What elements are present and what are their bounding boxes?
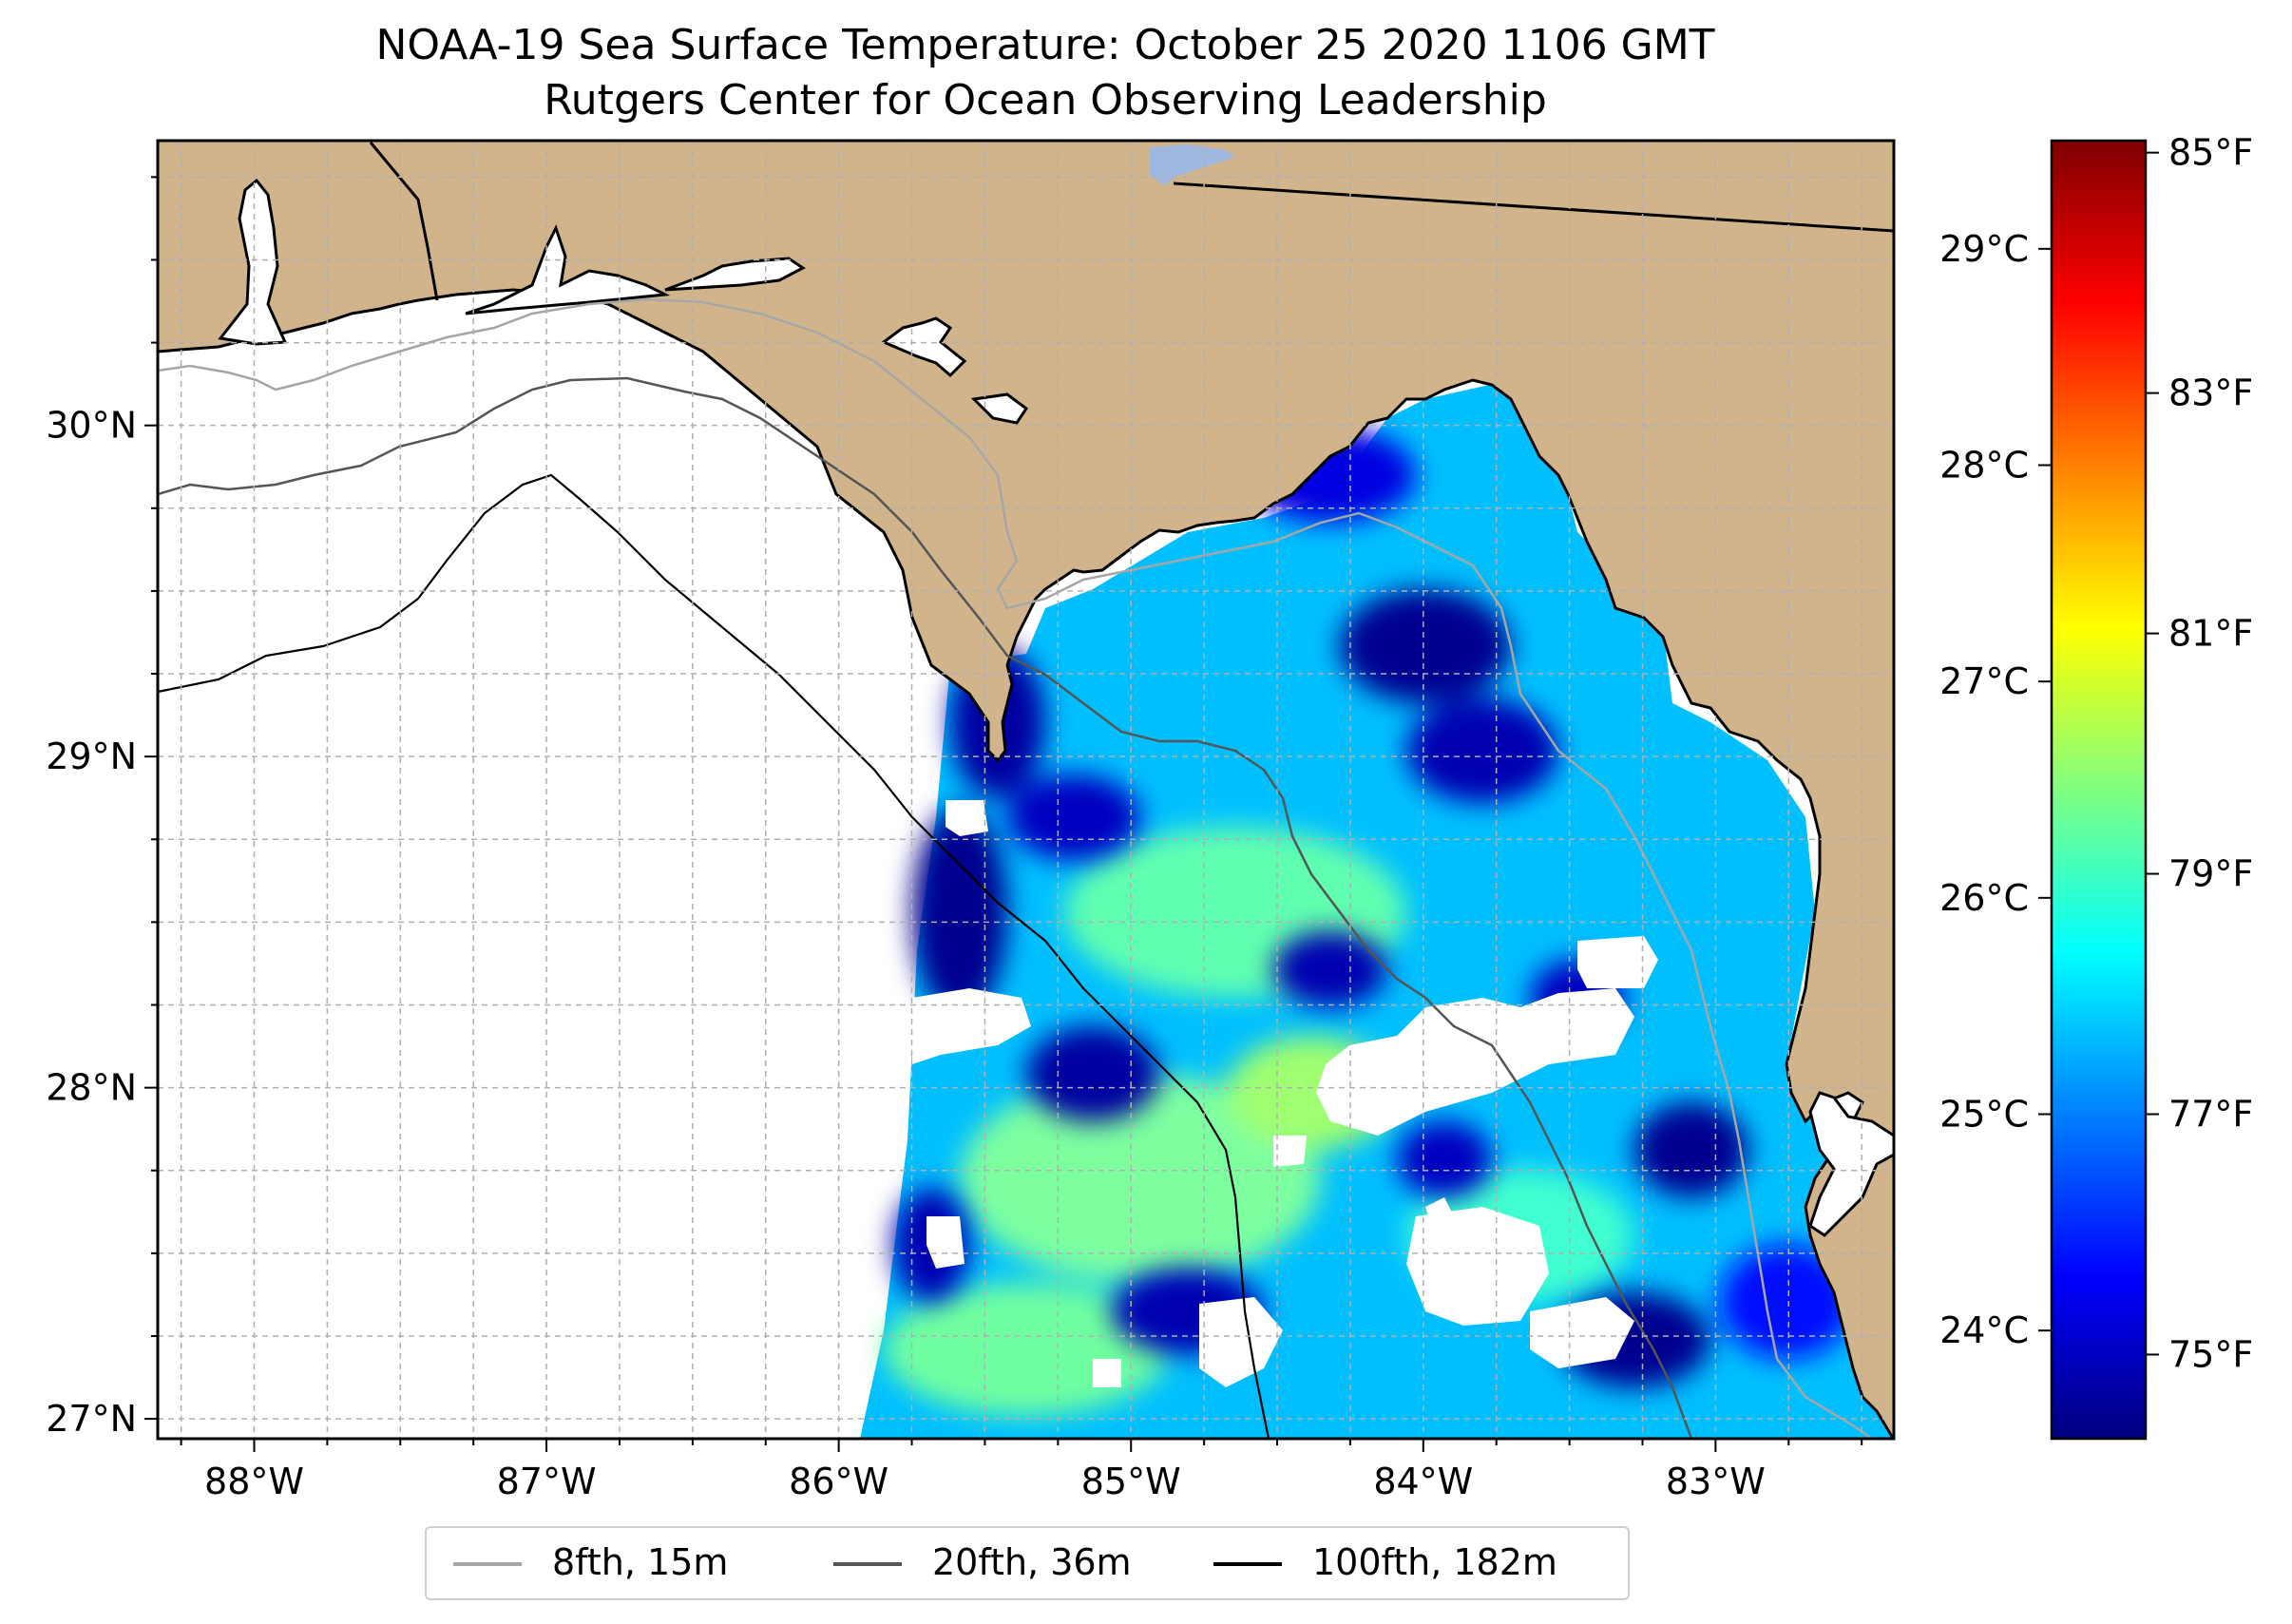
lat-tick-label: 29°N — [46, 736, 137, 777]
isobath-20fth — [158, 376, 1693, 1439]
title-line-2: Rutgers Center for Ocean Observing Leade… — [544, 76, 1547, 124]
lat-tick-label: 27°N — [46, 1398, 137, 1440]
cloud-gap — [945, 800, 988, 836]
legend-line-20fth — [833, 1562, 902, 1566]
colorbar-body — [2050, 139, 2148, 1441]
colorbar-c-label: 27°C — [1939, 660, 2029, 702]
bay-pensacola — [465, 224, 671, 315]
sst-cold-patch — [1340, 589, 1511, 703]
legend-label-20fth: 20fth, 36m — [932, 1541, 1132, 1583]
colorbar-c-label: 29°C — [1939, 228, 2029, 270]
lat-tick-label: 30°N — [46, 405, 137, 447]
colorbar-c-label: 26°C — [1939, 877, 2029, 919]
lon-tick-label: 87°W — [497, 1461, 597, 1502]
sst-cold-patch — [1397, 1121, 1492, 1197]
cloud-gap — [1093, 1359, 1121, 1387]
lat-tick-label: 28°N — [46, 1067, 137, 1109]
cloud-gap — [1273, 1136, 1307, 1167]
lon-tick-label: 83°W — [1666, 1461, 1766, 1502]
sst-cold-patch — [1007, 774, 1140, 860]
cloud-gaps — [912, 800, 1658, 1387]
cloud-gap — [1577, 936, 1658, 988]
cloud-gap — [1199, 1297, 1283, 1387]
bay-apalachicola — [970, 392, 1029, 425]
isobath-legend: 8fth, 15m 20fth, 36m 100fth, 182m — [425, 1526, 1630, 1600]
lon-tick-label: 88°W — [204, 1461, 304, 1502]
colorbar: 75°F 77°F 79°F 81°F 83°F 85°F 24°C 25°C 26°C 27°C… — [1939, 132, 2253, 1441]
colorbar-f-label: 75°F — [2168, 1333, 2253, 1375]
cloud-gap — [1530, 1297, 1634, 1368]
colorbar-c-label: 24°C — [1939, 1309, 2029, 1351]
colorbar-f-label: 83°F — [2168, 373, 2253, 414]
lon-tick-label: 86°W — [789, 1461, 888, 1502]
cloud-gap — [912, 988, 1031, 1064]
sst-cold-patch — [1634, 1102, 1748, 1197]
cloud-gap — [1406, 1207, 1549, 1326]
cloud-gap — [926, 1216, 965, 1269]
sst-cold-patches — [893, 428, 1853, 1387]
isobath-100fth — [158, 473, 1270, 1439]
bay-tampa — [1808, 1091, 1894, 1237]
colorbar-f-label: 81°F — [2168, 613, 2253, 655]
map-axes: 88°W 87°W 86°W 85°W 84°W 83°W 27°N 28°N 29°N 30°N — [46, 176, 1863, 1502]
cloud-gap — [1316, 988, 1634, 1136]
sst-cold-patch — [1273, 931, 1387, 1007]
colorbar-c-label: 28°C — [1939, 445, 2029, 487]
sst-cold-patch — [1026, 1026, 1159, 1121]
colorbar-f-label: 79°F — [2168, 853, 2253, 895]
sst-cold-patch — [1406, 698, 1558, 803]
colorbar-f-label: 77°F — [2168, 1094, 2253, 1136]
map-panel — [158, 141, 1894, 1439]
sst-warm-patch — [960, 1074, 1321, 1283]
map-frame — [156, 139, 1896, 1441]
colorbar-ticks: 75°F 77°F 79°F 81°F 83°F 85°F 24°C 25°C 26°C 27°C… — [1939, 132, 2253, 1376]
state-border-west — [369, 142, 439, 301]
colorbar-c-label: 25°C — [1939, 1094, 2029, 1136]
land-mass — [158, 141, 1894, 1439]
title-line-1: NOAA-19 Sea Surface Temperature: October… — [375, 21, 1715, 69]
legend-line-8fth — [453, 1562, 522, 1566]
land — [158, 141, 1894, 1439]
state-border — [1173, 182, 1894, 233]
lake — [1150, 144, 1235, 185]
sst-cold-patch — [1720, 1245, 1853, 1359]
legend-label-8fth: 8fth, 15m — [552, 1541, 729, 1583]
sst-cold-patch — [912, 808, 1007, 1017]
sst-field — [860, 380, 1894, 1439]
colorbar-f-label: 85°F — [2168, 132, 2253, 174]
cloud-gap — [1425, 1197, 1454, 1221]
gridlines — [158, 141, 1894, 1439]
legend-line-100fth — [1213, 1562, 1282, 1566]
legend-label-100fth: 100fth, 182m — [1312, 1541, 1557, 1583]
lon-tick-label: 85°W — [1081, 1461, 1181, 1502]
bay-choctawhatchee — [664, 257, 806, 292]
bay-st-andrew — [881, 316, 967, 378]
lon-tick-label: 84°W — [1373, 1461, 1473, 1502]
